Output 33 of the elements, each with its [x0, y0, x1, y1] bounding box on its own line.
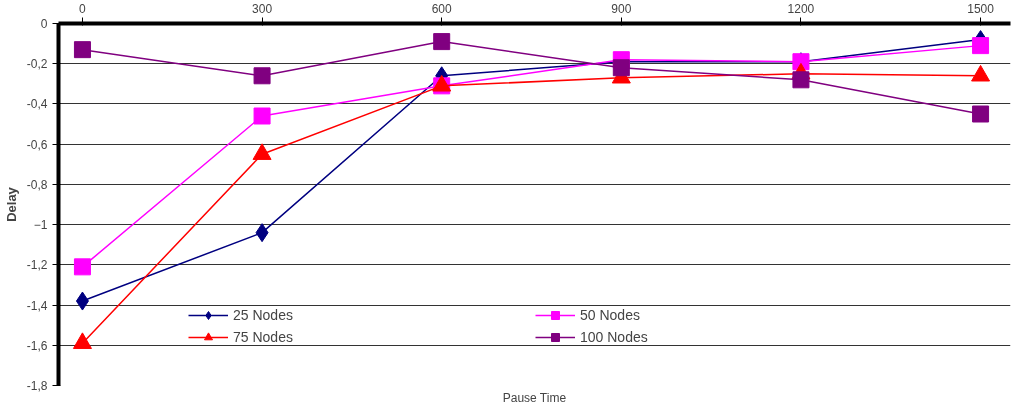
- legend-label: 25 Nodes: [233, 307, 294, 323]
- point: [433, 33, 451, 51]
- legend-label: 75 Nodes: [233, 329, 294, 345]
- x-tick-label: 1500: [967, 1, 995, 16]
- y-tick-label: -0,6: [26, 137, 48, 152]
- x-tick-label: 0: [79, 1, 87, 16]
- x-tick-label: 1200: [787, 1, 815, 16]
- y-tick-label: -1,2: [26, 258, 48, 273]
- point: [73, 41, 91, 59]
- x-tick-label: 600: [431, 1, 453, 16]
- y-tick-label: -0,8: [26, 177, 48, 192]
- y-tick-label: −1: [33, 218, 48, 233]
- y-tick-label: -0,4: [26, 97, 48, 112]
- x-tick-label: 300: [252, 1, 273, 16]
- point: [73, 258, 91, 276]
- y-tick-label: -1,6: [26, 338, 48, 353]
- point: [972, 105, 990, 123]
- legend-label: 100 Nodes: [580, 329, 649, 345]
- point: [253, 67, 271, 85]
- x-axis-title: Pause Time: [502, 390, 567, 405]
- point: [253, 107, 271, 125]
- y-tick-label: -0,2: [26, 57, 48, 72]
- legend-label: 50 Nodes: [580, 307, 641, 323]
- point: [792, 71, 810, 89]
- point: [75, 291, 89, 311]
- y-tick-label: 0: [40, 17, 48, 31]
- point: [255, 223, 269, 243]
- y-axis-title: Delay: [3, 186, 19, 222]
- y-tick-label: -1,4: [26, 298, 48, 313]
- point: [612, 59, 630, 77]
- point: [972, 37, 990, 55]
- x-tick-label: 900: [611, 1, 632, 16]
- y-tick-label: -1,8: [26, 379, 48, 393]
